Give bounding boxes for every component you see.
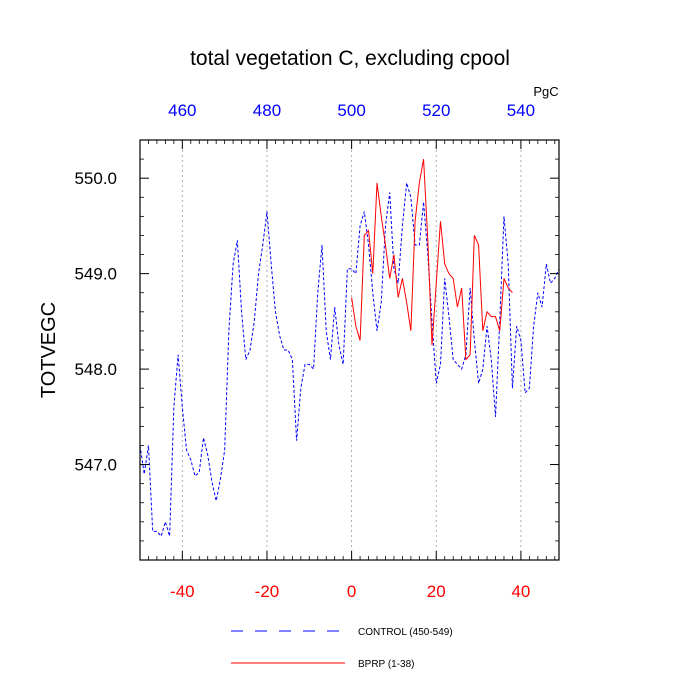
x-tick-label: 0	[347, 582, 356, 601]
legend: CONTROL (450-549) BPRP (1-38)	[231, 627, 453, 670]
y-tick-label: 550.0	[74, 169, 117, 188]
x-tick-label: 40	[511, 582, 530, 601]
legend-bprp-label: BPRP (1-38)	[358, 659, 415, 670]
y-tick-label: 548.0	[74, 360, 117, 379]
top-tick-label: 460	[168, 101, 196, 120]
top-tick-label: 500	[337, 101, 365, 120]
tick-labels: -40 -20 0 20 40 460 480 500 520 540 547.0 548.0 549.…	[74, 101, 535, 601]
y-tick-label: 547.0	[74, 456, 117, 475]
axis-ticks	[139, 139, 559, 560]
top-tick-label: 480	[253, 101, 281, 120]
top-axis-units: PgC	[533, 84, 558, 99]
grid-lines	[181, 140, 522, 560]
chart-title: total vegetation C, excluding cpool	[190, 47, 510, 70]
series-line-bprp	[351, 159, 513, 361]
y-axis-label: TOTVEGC	[38, 302, 60, 398]
x-tick-label: 20	[427, 582, 446, 601]
top-tick-label: 520	[422, 101, 450, 120]
top-tick-label: 540	[507, 101, 535, 120]
x-tick-label: -20	[255, 582, 280, 601]
y-tick-label: 549.0	[74, 265, 117, 284]
legend-control-label: CONTROL (450-549)	[358, 627, 453, 638]
series-line-control	[139, 182, 560, 538]
x-tick-label: -40	[170, 582, 195, 601]
plot-frame	[139, 139, 560, 561]
series-layer	[139, 159, 560, 538]
